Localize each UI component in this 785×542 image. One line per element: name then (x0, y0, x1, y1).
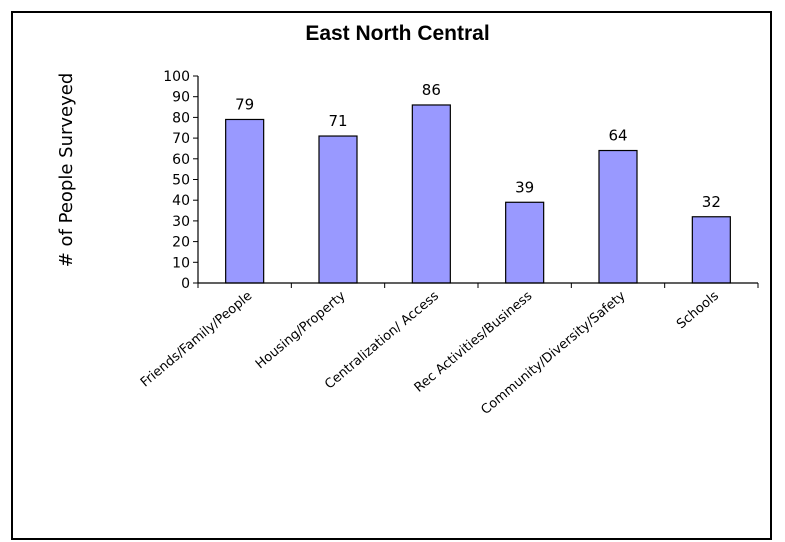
y-axis-title: # of People Surveyed (56, 73, 77, 268)
bar (411, 104, 451, 284)
data-label: 86 (422, 81, 441, 99)
category-label: Community/Diversity/Safety (478, 288, 628, 418)
data-label: 71 (328, 112, 347, 130)
category-label: Friends/Family/People (138, 289, 255, 391)
y-tick-label: 0 (181, 276, 190, 292)
y-tick-label: 10 (172, 255, 190, 271)
y-tick-label: 50 (172, 173, 190, 189)
category-label: Schools (674, 288, 722, 332)
y-tick-label: 100 (163, 69, 190, 85)
y-tick-label: 60 (172, 152, 190, 168)
axes-layer (193, 75, 759, 288)
y-tick-label: 20 (172, 235, 190, 251)
chart-frame (11, 11, 772, 540)
y-tick-label: 40 (172, 193, 190, 209)
chart-title: East North Central (305, 22, 490, 45)
bar (598, 149, 638, 284)
bar (318, 135, 358, 284)
y-tick-label: 70 (172, 131, 190, 147)
bar (505, 201, 545, 284)
bar (691, 216, 731, 284)
y-tick-label: 90 (172, 90, 190, 106)
data-label: 79 (235, 95, 254, 113)
bars-layer (225, 104, 731, 284)
category-label: Housing/Property (253, 288, 349, 372)
y-tick-label: 80 (172, 110, 190, 126)
y-tick-label: 30 (172, 214, 190, 230)
data-label: 64 (608, 127, 627, 145)
data-label: 32 (702, 193, 721, 211)
bar (225, 118, 265, 284)
data-label: 39 (515, 178, 534, 196)
